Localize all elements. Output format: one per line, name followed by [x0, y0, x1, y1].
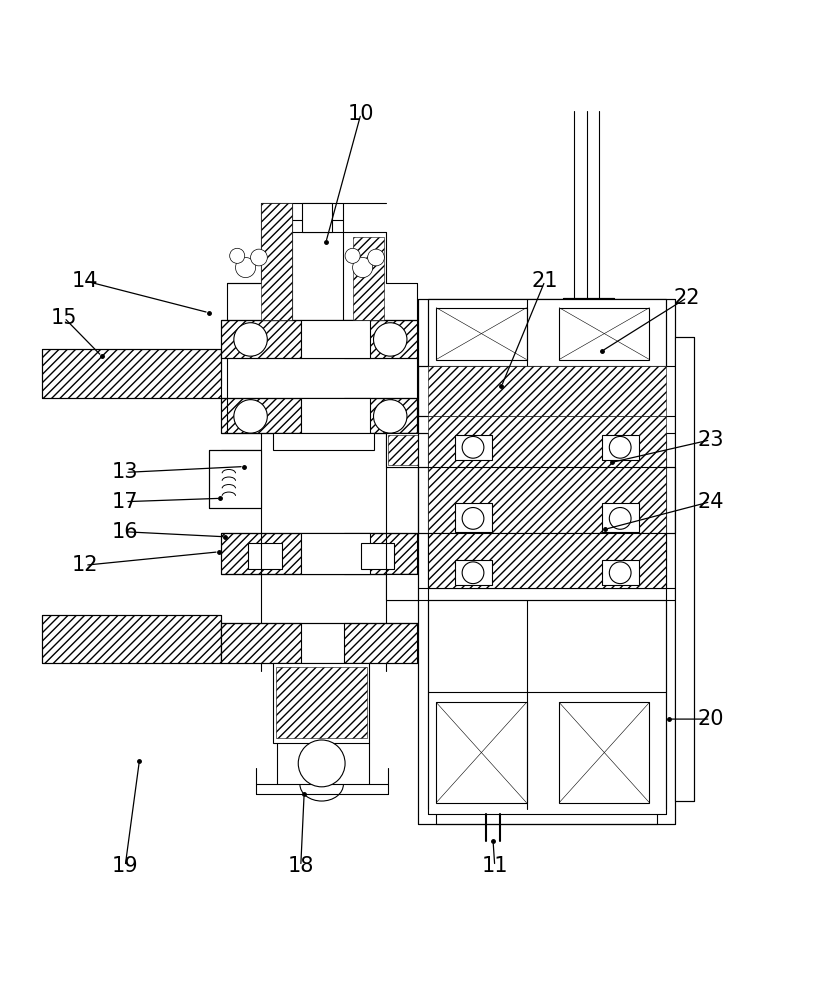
- Bar: [428, 533, 666, 588]
- Bar: [361, 543, 394, 569]
- Circle shape: [298, 740, 345, 787]
- Bar: [300, 398, 370, 433]
- Bar: [352, 237, 384, 320]
- Bar: [418, 299, 675, 824]
- Bar: [386, 433, 420, 467]
- Bar: [455, 503, 492, 532]
- Bar: [276, 667, 367, 738]
- Bar: [344, 533, 417, 574]
- Bar: [344, 623, 417, 663]
- Bar: [41, 349, 221, 398]
- Bar: [261, 203, 293, 320]
- Circle shape: [609, 436, 631, 458]
- Circle shape: [373, 400, 407, 433]
- Bar: [418, 467, 675, 533]
- Bar: [302, 203, 331, 232]
- Circle shape: [234, 400, 268, 433]
- Bar: [344, 398, 417, 433]
- Text: 12: 12: [72, 555, 98, 575]
- Text: 23: 23: [697, 430, 724, 450]
- Bar: [602, 503, 639, 532]
- Bar: [455, 560, 492, 585]
- Circle shape: [345, 248, 360, 263]
- Bar: [274, 663, 369, 743]
- Circle shape: [462, 508, 484, 529]
- Circle shape: [234, 323, 268, 356]
- Text: 20: 20: [697, 709, 724, 729]
- Bar: [41, 615, 221, 663]
- Bar: [455, 435, 492, 460]
- Text: 10: 10: [347, 104, 374, 124]
- Bar: [274, 433, 373, 450]
- Text: 22: 22: [674, 288, 701, 308]
- Text: 18: 18: [288, 856, 314, 876]
- Text: 14: 14: [72, 271, 98, 291]
- Bar: [221, 398, 300, 433]
- Circle shape: [251, 249, 268, 266]
- Circle shape: [230, 248, 245, 263]
- Text: 24: 24: [697, 492, 724, 512]
- Bar: [248, 543, 282, 569]
- Bar: [386, 574, 420, 600]
- Text: 19: 19: [112, 856, 138, 876]
- Bar: [428, 416, 666, 467]
- Bar: [428, 299, 666, 366]
- Bar: [436, 702, 527, 803]
- Bar: [436, 308, 527, 360]
- Bar: [221, 398, 420, 433]
- Bar: [221, 623, 300, 663]
- Bar: [388, 435, 418, 465]
- Text: 16: 16: [112, 522, 138, 542]
- Circle shape: [609, 562, 631, 584]
- Bar: [300, 320, 370, 358]
- Bar: [209, 450, 261, 508]
- Text: 11: 11: [482, 856, 508, 876]
- Bar: [221, 320, 420, 358]
- Bar: [428, 533, 666, 588]
- Circle shape: [462, 562, 484, 584]
- Text: 21: 21: [532, 271, 558, 291]
- Bar: [602, 560, 639, 585]
- Text: 17: 17: [112, 492, 138, 512]
- Circle shape: [352, 257, 373, 278]
- Text: 15: 15: [51, 308, 77, 328]
- Bar: [221, 533, 420, 574]
- Circle shape: [609, 508, 631, 529]
- Bar: [300, 533, 370, 574]
- Bar: [221, 320, 300, 358]
- Bar: [602, 435, 639, 460]
- Bar: [563, 298, 613, 308]
- Bar: [221, 623, 420, 663]
- Bar: [428, 467, 666, 533]
- Circle shape: [236, 257, 256, 278]
- Circle shape: [373, 323, 407, 356]
- Bar: [344, 320, 417, 358]
- Bar: [675, 337, 694, 801]
- Bar: [221, 533, 300, 574]
- Bar: [428, 366, 666, 416]
- Circle shape: [462, 436, 484, 458]
- Text: 13: 13: [112, 462, 138, 482]
- Bar: [559, 702, 649, 803]
- Circle shape: [367, 249, 384, 266]
- Bar: [559, 308, 649, 360]
